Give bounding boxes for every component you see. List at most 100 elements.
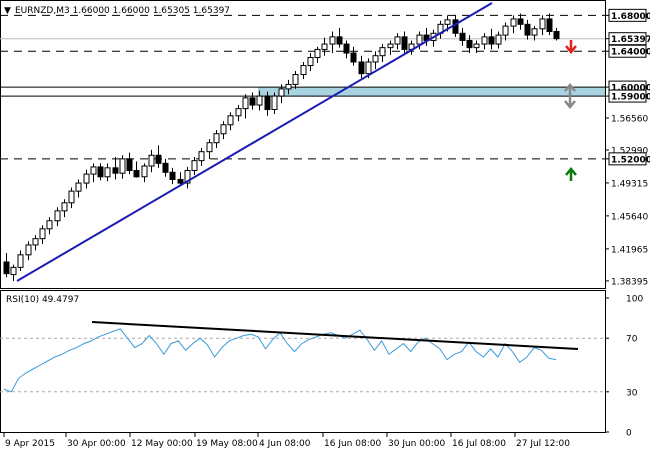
candle-body: [553, 30, 560, 40]
candle-body: [61, 202, 68, 212]
candle: [169, 167, 176, 184]
price-tick-label: 1.65397: [611, 35, 650, 45]
candle-body: [336, 36, 343, 45]
rsi-tick-label: 100: [626, 295, 643, 305]
uptrend-line: [16, 2, 493, 282]
price-tick-label: 1.52990: [611, 146, 648, 156]
candle: [249, 92, 256, 110]
horizontal-levels: [0, 14, 605, 160]
candle: [437, 20, 444, 39]
candle: [307, 53, 314, 71]
candle: [235, 105, 242, 122]
candle: [184, 166, 191, 189]
sell-arrow-icon: [565, 40, 577, 54]
price-label-box: [608, 44, 647, 58]
candlesticks: [3, 13, 560, 281]
candle: [314, 46, 321, 63]
candle-body: [481, 36, 488, 45]
price-tick-label: 1.64000: [611, 48, 650, 58]
candle-body: [133, 170, 140, 178]
price-label-box: [608, 8, 647, 22]
candle: [379, 44, 386, 62]
time-tick-label: 30 Jun 00:00: [388, 439, 445, 449]
candle-body: [510, 18, 517, 27]
candle: [473, 40, 480, 54]
rsi-tick-label: 70: [626, 335, 638, 345]
candle: [90, 163, 97, 183]
candle-body: [112, 167, 119, 174]
candle-body: [97, 166, 104, 178]
candle: [141, 163, 148, 183]
candle-body: [75, 182, 82, 192]
price-tick-label: 1.59000: [611, 93, 650, 103]
candle: [553, 27, 560, 41]
candle: [278, 84, 285, 104]
candle: [112, 157, 119, 180]
time-tick-label: 27 Jul 12:00: [516, 439, 570, 449]
time-tick-label: 12 May 00:00: [131, 439, 193, 449]
candle: [481, 33, 488, 50]
candle-body: [68, 190, 75, 204]
candle-body: [25, 244, 32, 256]
candle: [524, 19, 531, 40]
candle: [133, 161, 140, 178]
candle: [531, 26, 538, 41]
main-chart-frame: [0, 0, 606, 289]
candle: [394, 33, 401, 50]
candle-body: [177, 178, 184, 184]
candle-body: [546, 18, 553, 32]
supply-demand-zone: [0, 86, 605, 97]
candle: [68, 187, 75, 209]
candle-body: [350, 52, 357, 63]
price-label-box: [608, 152, 647, 166]
candle-body: [206, 142, 213, 153]
candle: [401, 31, 408, 54]
candle-body: [249, 97, 256, 106]
candle: [25, 241, 32, 261]
price-tick-label: 1.52000: [611, 155, 650, 165]
candle-body: [126, 158, 133, 172]
candle-body: [191, 160, 198, 172]
price-tick-label: 1.41965: [611, 245, 648, 255]
candle-body: [162, 162, 169, 173]
candle: [459, 27, 466, 46]
chart-title-arrow-icon: ▼: [4, 6, 11, 16]
candle-body: [83, 173, 90, 184]
candle-body: [444, 19, 451, 25]
candle-body: [531, 28, 538, 36]
candle: [162, 158, 169, 177]
time-tick-label: 9 Apr 2015: [5, 439, 55, 449]
candle: [271, 92, 278, 115]
candle: [321, 37, 328, 56]
candle-body: [141, 165, 148, 178]
candle-body: [379, 47, 386, 57]
candle-body: [524, 23, 531, 36]
signal-arrows: [564, 40, 577, 181]
candle-body: [285, 83, 292, 90]
candle: [119, 155, 126, 179]
candle-body: [321, 43, 328, 50]
candle-body: [452, 19, 459, 34]
rsi-trendline: [91, 321, 579, 350]
zone-fill: [258, 87, 605, 97]
candle: [300, 61, 307, 80]
candle-body: [278, 88, 285, 97]
candle: [343, 40, 350, 59]
time-tick-label: 19 May 08:00: [196, 439, 258, 449]
candle: [39, 225, 46, 245]
candle: [336, 27, 343, 48]
candle: [220, 121, 227, 140]
candle-body: [307, 57, 314, 67]
candle: [148, 149, 155, 173]
candle: [32, 235, 39, 251]
buy-arrow-icon: [565, 167, 577, 181]
candle: [502, 22, 509, 41]
candle: [3, 253, 10, 278]
candle: [495, 31, 502, 49]
candle: [546, 13, 553, 36]
candle: [329, 31, 336, 54]
candle: [61, 199, 68, 218]
candle: [372, 51, 379, 70]
candle-body: [3, 261, 10, 275]
